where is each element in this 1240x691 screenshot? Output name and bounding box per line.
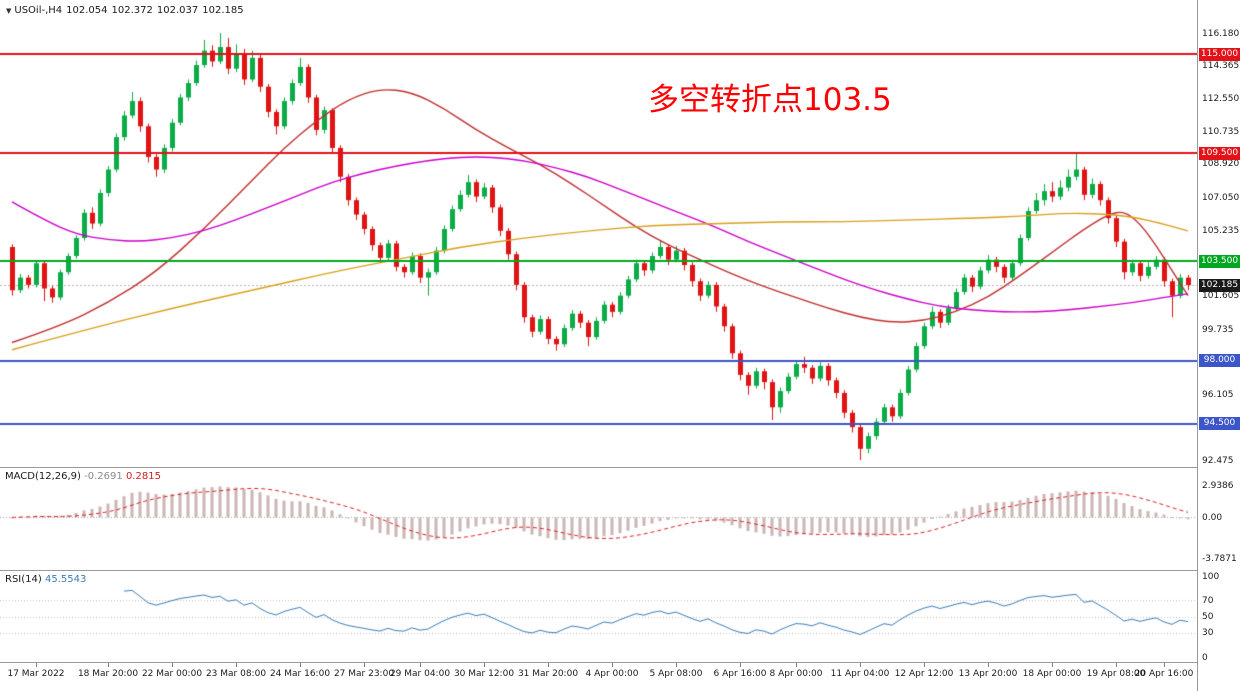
macd-tick-label: 2.9386 — [1202, 481, 1234, 492]
macd-tick-label: 0.00 — [1202, 512, 1223, 523]
rsi-tick-label: 100 — [1202, 571, 1220, 582]
rsi-value: 45.5543 — [44, 574, 87, 585]
chart-dropdown-icon[interactable]: ▼ — [6, 7, 12, 15]
price-tick-label: 116.180 — [1202, 28, 1240, 39]
ohlc-open: 102.054 — [66, 5, 108, 16]
time-tick-label: 24 Mar 16:00 — [269, 669, 331, 679]
time-tick-mark — [796, 663, 797, 667]
time-tick-label: 11 Apr 04:00 — [830, 669, 890, 679]
rsi-tick-label: 70 — [1202, 595, 1214, 606]
macd-panel-canvas[interactable] — [0, 468, 1197, 570]
time-tick-mark — [484, 663, 485, 667]
time-tick-mark — [860, 663, 861, 667]
time-tick-label: 30 Mar 12:00 — [453, 669, 515, 679]
price-tick-label: 105.235 — [1202, 225, 1240, 236]
time-tick-label: 18 Mar 20:00 — [77, 669, 139, 679]
macd-indicator-label: MACD(12,26,9) -0.2691 0.2815 — [5, 471, 161, 482]
symbol-ohlc-info: ▼ USOil-,H4 102.054 102.372 102.037 102.185 — [6, 5, 248, 16]
current-price-tag: 102.185 — [1199, 278, 1240, 292]
rsi-panel-canvas[interactable] — [0, 571, 1197, 662]
ohlc-high: 102.372 — [111, 5, 153, 16]
rsi-tick-label: 0 — [1202, 652, 1208, 663]
panel-separator[interactable] — [0, 570, 1197, 571]
price-tick-label: 92.475 — [1202, 455, 1234, 466]
macd-tick-label: -3.7871 — [1202, 553, 1237, 564]
time-tick-label: 4 Apr 00:00 — [585, 669, 639, 679]
time-tick-label: 29 Mar 04:00 — [389, 669, 451, 679]
ohlc-low: 102.037 — [156, 5, 199, 16]
rsi-tick-label: 50 — [1202, 612, 1214, 622]
panel-separator[interactable] — [0, 467, 1197, 468]
rsi-name: RSI(14) — [5, 574, 42, 585]
time-tick-mark — [676, 663, 677, 667]
time-tick-mark — [236, 663, 237, 667]
time-tick-mark — [172, 663, 173, 667]
time-tick-mark — [740, 663, 741, 667]
time-tick-label: 8 Apr 00:00 — [769, 669, 823, 679]
time-tick-label: 31 Mar 20:00 — [517, 669, 579, 679]
time-tick-mark — [300, 663, 301, 667]
price-tick-label: 108.920 — [1202, 159, 1240, 170]
time-tick-label: 13 Apr 20:00 — [958, 669, 1018, 679]
price-tag-115.000: 115.000 — [1199, 47, 1240, 61]
time-tick-mark — [108, 663, 109, 667]
time-tick-mark — [36, 663, 37, 667]
time-tick-mark — [1052, 663, 1053, 667]
rsi-indicator-label: RSI(14) 45.5543 — [5, 574, 86, 585]
price-tick-label: 96.105 — [1202, 390, 1234, 401]
candlestick-chart-canvas[interactable] — [0, 0, 1197, 467]
price-tick-label: 101.605 — [1202, 291, 1240, 302]
panel-separator[interactable] — [0, 662, 1197, 663]
time-tick-label: 20 Apr 16:00 — [1134, 669, 1194, 679]
macd-main-value: -0.2691 — [84, 471, 123, 482]
time-tick-mark — [1116, 663, 1117, 667]
time-tick-label: 18 Apr 00:00 — [1022, 669, 1082, 679]
price-tick-label: 114.365 — [1202, 61, 1240, 72]
time-tick-label: 17 Mar 2022 — [7, 669, 65, 679]
price-axis[interactable]: 116.180 114.365 112.550 110.735 108.920 107.0… — [1197, 0, 1240, 691]
price-tag-98.000: 98.000 — [1199, 354, 1240, 367]
annotation-text[interactable]: 多空转折点103.5 — [648, 82, 892, 118]
price-tag-103.500: 103.500 — [1199, 254, 1240, 268]
symbol-name: USOil-,H4 — [14, 5, 63, 16]
price-tick-label: 107.050 — [1202, 192, 1240, 203]
time-tick-label: 23 Mar 08:00 — [205, 669, 267, 679]
rsi-tick-label: 30 — [1202, 628, 1214, 639]
time-tick-mark — [1164, 663, 1165, 667]
price-tick-label: 112.550 — [1202, 93, 1240, 104]
macd-name: MACD(12,26,9) — [5, 471, 81, 482]
time-tick-label: 19 Apr 08:00 — [1086, 669, 1146, 679]
time-tick-label: 27 Mar 23:00 — [333, 669, 395, 679]
price-tick-label: 110.735 — [1202, 126, 1240, 137]
macd-signal-value: 0.2815 — [125, 471, 161, 482]
time-tick-mark — [988, 663, 989, 667]
time-tick-mark — [548, 663, 549, 667]
time-tick-label: 22 Mar 00:00 — [141, 669, 203, 679]
time-axis[interactable]: 17 Mar 2022 18 Mar 20:00 22 Mar 00:00 23 Ma… — [0, 663, 1197, 691]
price-tag-109.500: 109.500 — [1199, 146, 1240, 160]
time-tick-mark — [924, 663, 925, 667]
time-tick-label: 6 Apr 16:00 — [713, 669, 767, 679]
time-tick-mark — [364, 663, 365, 667]
ohlc-close: 102.185 — [202, 5, 244, 16]
price-tick-label: 99.735 — [1202, 324, 1234, 335]
time-tick-label: 5 Apr 08:00 — [649, 669, 703, 679]
time-tick-mark — [612, 663, 613, 667]
time-tick-label: 12 Apr 12:00 — [894, 669, 954, 679]
time-tick-mark — [420, 663, 421, 667]
price-tag-94.500: 94.500 — [1199, 417, 1240, 431]
